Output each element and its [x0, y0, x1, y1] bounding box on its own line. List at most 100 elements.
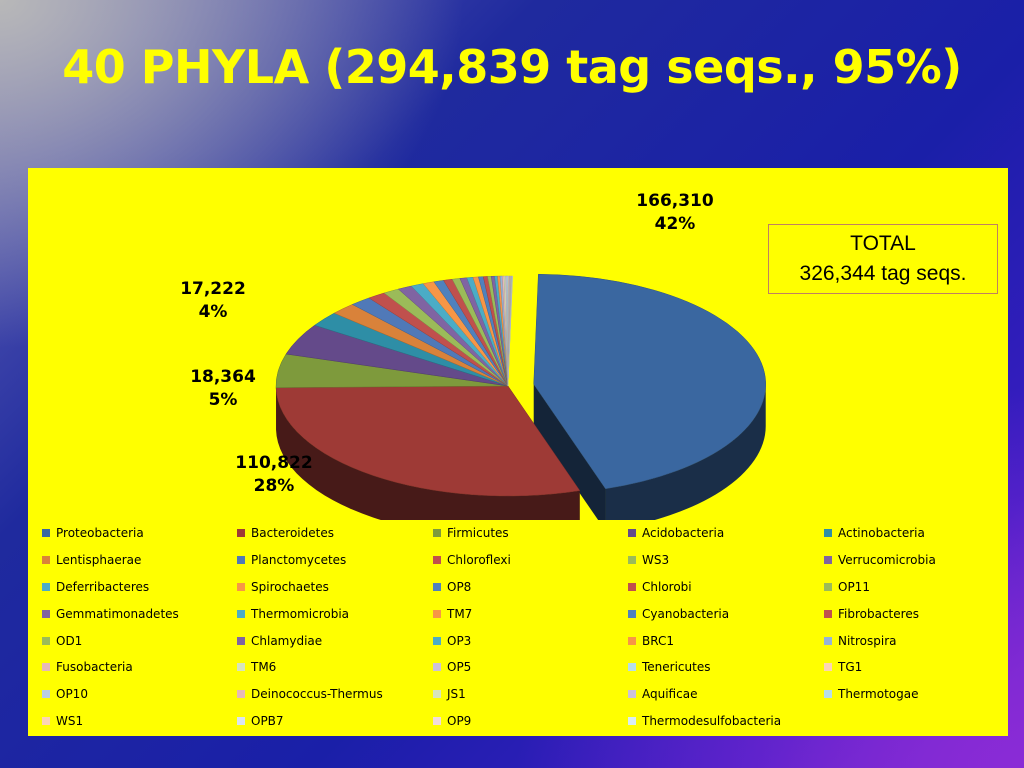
- legend-label: OP5: [447, 660, 472, 675]
- legend-item-verrucomicrobia: Verrucomicrobia: [824, 547, 994, 574]
- legend-swatch: [42, 636, 50, 645]
- legend-label: Cyanobacteria: [642, 606, 730, 621]
- chart-area: 166,310 42% 110,822 28% 18,364 5% 17,222…: [28, 168, 1008, 736]
- legend-swatch: [42, 716, 50, 725]
- legend-label: Aquificae: [642, 687, 698, 702]
- data-label-acidobacteria: 17,222 4%: [168, 278, 258, 324]
- legend-swatch: [824, 663, 832, 672]
- legend-swatch: [628, 556, 636, 565]
- pie-face-proteobacteria: [533, 384, 606, 520]
- legend-swatch: [237, 582, 245, 591]
- page-title: 40 PHYLA (294,839 tag seqs., 95%): [62, 40, 962, 94]
- legend-item-gemmatimonadetes: Gemmatimonadetes: [42, 600, 237, 627]
- legend-item-thermomicrobia: Thermomicrobia: [237, 600, 433, 627]
- legend-item-chloroflexi: Chloroflexi: [433, 547, 628, 574]
- legend-label: Chlamydiae: [251, 633, 323, 648]
- legend-label: Gemmatimonadetes: [56, 606, 179, 621]
- legend-item-od1: OD1: [42, 627, 237, 654]
- legend-item-fusobacteria: Fusobacteria: [42, 654, 237, 681]
- legend-swatch: [628, 690, 636, 699]
- data-label-proteobacteria: 166,310 42%: [620, 190, 730, 236]
- legend-swatch: [433, 582, 441, 591]
- pie-slice-proteobacteria: [533, 273, 766, 490]
- legend-swatch: [824, 556, 832, 565]
- legend-label: Lentisphaerae: [56, 553, 142, 568]
- legend-item-tm7: TM7: [433, 600, 628, 627]
- data-label-value: 166,310: [636, 191, 714, 211]
- legend-label: Actinobacteria: [838, 526, 925, 541]
- legend-item-proteobacteria: Proteobacteria: [42, 520, 237, 547]
- legend-item-opb7: OPB7: [237, 708, 433, 735]
- legend-label: Deinococcus-Thermus: [251, 687, 383, 702]
- legend-swatch: [824, 609, 832, 618]
- legend-swatch: [824, 690, 832, 699]
- legend-item-ws1: WS1: [42, 708, 237, 735]
- legend-item-cyanobacteria: Cyanobacteria: [628, 600, 824, 627]
- legend-item-aquificae: Aquificae: [628, 681, 824, 708]
- legend-item-planctomycetes: Planctomycetes: [237, 547, 433, 574]
- legend-label: WS1: [56, 713, 84, 728]
- legend-label: Fusobacteria: [56, 660, 133, 675]
- legend-label: OP11: [838, 579, 870, 594]
- legend-item-op8: OP8: [433, 574, 628, 601]
- pie-chart: [275, 273, 766, 520]
- legend-label: Planctomycetes: [251, 553, 347, 568]
- data-label-value: 18,364: [190, 367, 256, 387]
- legend-label: WS3: [642, 553, 670, 568]
- legend-label: Bacteroidetes: [251, 526, 334, 541]
- legend-swatch: [237, 556, 245, 565]
- data-label-value: 110,822: [235, 453, 313, 473]
- legend-label: JS1: [447, 687, 466, 702]
- legend-item-fibrobacteres: Fibrobacteres: [824, 600, 994, 627]
- legend-swatch: [237, 716, 245, 725]
- data-label-firmicutes: 18,364 5%: [178, 366, 268, 412]
- legend-item-tenericutes: Tenericutes: [628, 654, 824, 681]
- legend-item-nitrospira: Nitrospira: [824, 627, 994, 654]
- legend-swatch: [824, 582, 832, 591]
- legend-item-bacteroidetes: Bacteroidetes: [237, 520, 433, 547]
- pie-side-bacteroidetes: [276, 387, 580, 520]
- legend-swatch: [42, 582, 50, 591]
- legend-swatch: [42, 529, 50, 538]
- legend-item-thermotogae: Thermotogae: [824, 681, 994, 708]
- legend-label: Thermomicrobia: [251, 606, 350, 621]
- legend-item-brc1: BRC1: [628, 627, 824, 654]
- legend-item-thermodesulfobacteria: Thermodesulfobacteria: [628, 708, 824, 735]
- legend-swatch: [628, 529, 636, 538]
- legend-item-lentisphaerae: Lentisphaerae: [42, 547, 237, 574]
- legend-label: Acidobacteria: [642, 526, 725, 541]
- pie-slice-bacteroidetes: [275, 385, 581, 497]
- legend-label: Proteobacteria: [56, 526, 144, 541]
- legend-label: Nitrospira: [838, 633, 897, 648]
- legend-item-js1: JS1: [433, 681, 628, 708]
- legend-label: OP9: [447, 713, 472, 728]
- legend-label: Thermodesulfobacteria: [642, 713, 782, 728]
- legend-swatch: [628, 636, 636, 645]
- pie-side-proteobacteria: [605, 384, 766, 520]
- legend-label: Chloroflexi: [447, 553, 511, 568]
- legend-item-deferribacteres: Deferribacteres: [42, 574, 237, 601]
- legend-swatch: [824, 636, 832, 645]
- legend-item-op3: OP3: [433, 627, 628, 654]
- legend-item-tg1: TG1: [824, 654, 994, 681]
- legend-swatch: [42, 556, 50, 565]
- legend-item-deinococcus-thermus: Deinococcus-Thermus: [237, 681, 433, 708]
- legend-item-acidobacteria: Acidobacteria: [628, 520, 824, 547]
- legend-label: Thermotogae: [838, 687, 919, 702]
- legend-swatch: [42, 690, 50, 699]
- legend-swatch: [237, 663, 245, 672]
- legend-label: Fibrobacteres: [838, 606, 919, 621]
- pie-slice-thermodesulfobacteria: [507, 275, 513, 387]
- legend-label: Verrucomicrobia: [838, 553, 936, 568]
- legend-swatch: [237, 636, 245, 645]
- legend-label: OPB7: [251, 713, 284, 728]
- legend-item-chlamydiae: Chlamydiae: [237, 627, 433, 654]
- legend-swatch: [433, 609, 441, 618]
- legend-item-op11: OP11: [824, 574, 994, 601]
- total-label: TOTAL: [850, 232, 916, 255]
- data-label-bacteroidetes: 110,822 28%: [224, 452, 324, 498]
- data-label-pct: 28%: [253, 476, 295, 496]
- legend-label: OP10: [56, 687, 88, 702]
- legend-swatch: [42, 609, 50, 618]
- legend-swatch: [628, 663, 636, 672]
